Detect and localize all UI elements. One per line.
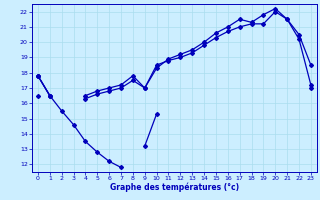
X-axis label: Graphe des températures (°c): Graphe des températures (°c) xyxy=(110,183,239,192)
